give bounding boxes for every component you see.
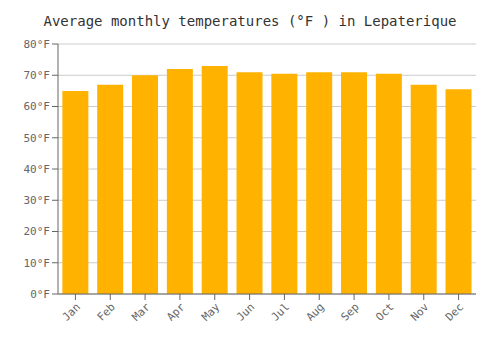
svg-text:10°F: 10°F	[24, 257, 51, 270]
svg-text:80°F: 80°F	[24, 38, 51, 51]
svg-text:Dec: Dec	[443, 300, 466, 323]
svg-text:Feb: Feb	[95, 300, 118, 323]
svg-text:Jan: Jan	[60, 300, 83, 323]
svg-text:Mar: Mar	[129, 300, 153, 324]
svg-text:Jun: Jun	[234, 300, 257, 323]
svg-text:30°F: 30°F	[24, 194, 51, 207]
svg-text:Aug: Aug	[304, 300, 327, 323]
svg-text:Apr: Apr	[164, 300, 188, 324]
svg-text:20°F: 20°F	[24, 225, 51, 238]
svg-text:May: May	[199, 300, 223, 324]
svg-text:0°F: 0°F	[30, 288, 50, 301]
svg-text:Nov: Nov	[408, 300, 432, 324]
svg-text:60°F: 60°F	[24, 100, 51, 113]
svg-text:Jul: Jul	[269, 300, 292, 323]
svg-text:40°F: 40°F	[24, 163, 51, 176]
svg-text:50°F: 50°F	[24, 132, 51, 145]
svg-text:Sep: Sep	[338, 300, 361, 323]
svg-text:70°F: 70°F	[24, 69, 51, 82]
html-text:Average monthly temperatures (: Average monthly temperatures (°F ) in Le…	[43, 13, 457, 29]
svg-text:Oct: Oct	[373, 300, 396, 323]
